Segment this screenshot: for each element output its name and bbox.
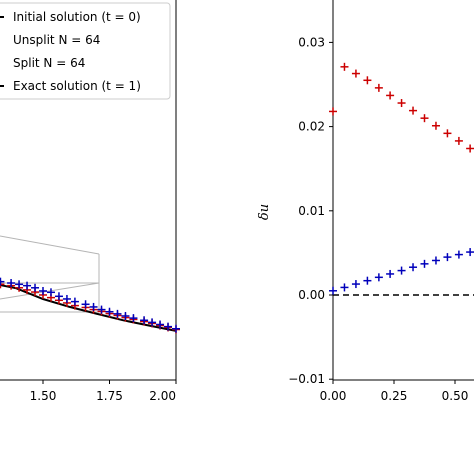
right-point-s0-9: [431, 121, 440, 130]
left-series-group: [0, 277, 180, 334]
left-point-s2-11: [0, 277, 5, 286]
left-point-s2-18: [54, 292, 63, 301]
left-point-s2-16: [39, 286, 47, 295]
right-point-s1-1: [340, 283, 349, 292]
legend-entry-split: Split N = 64: [13, 56, 85, 70]
right-x-ticks: 0.00 0.25 0.50: [320, 380, 469, 403]
right-point-s0-2: [351, 69, 360, 78]
right-y-axis-label: δu: [257, 204, 272, 220]
left-xtick-label-2: 2.00: [149, 389, 176, 403]
left-point-s2-22: [89, 302, 98, 311]
right-point-s1-8: [420, 259, 429, 268]
zoom-indicator: [0, 235, 100, 313]
left-point-s2-21: [81, 300, 90, 309]
left-point-s2-13: [15, 280, 24, 289]
left-point-s2-24: [105, 307, 114, 316]
legend-label-initial: Initial solution (t = 0): [13, 10, 141, 24]
left-point-s2-30: [156, 320, 165, 329]
right-point-s1-5: [386, 269, 395, 278]
left-line-series-0: [0, 284, 177, 332]
left-x-ticks: 1.50 1.75 2.00: [30, 380, 177, 403]
legend: Initial solution (t = 0) Unsplit N = 64 …: [0, 2, 171, 100]
left-point-s2-27: [129, 314, 138, 323]
right-y-ticks: −0.01 0.00 0.01 0.02 0.03: [288, 35, 333, 386]
left-point-s2-25: [113, 309, 122, 318]
right-point-s1-2: [351, 280, 360, 289]
left-point-s2-32: [172, 324, 180, 333]
left-xtick-label-1: 1.75: [96, 389, 123, 403]
right-series-group: [329, 62, 474, 295]
right-point-s0-0: [329, 107, 337, 116]
left-point-s2-20: [70, 297, 79, 306]
right-point-s0-7: [409, 106, 418, 115]
right-point-s0-11: [454, 136, 463, 145]
left-point-s2-17: [46, 288, 55, 297]
right-point-s0-12: [466, 144, 474, 153]
right-point-s1-3: [363, 276, 372, 285]
right-point-s0-8: [420, 114, 429, 123]
right-point-s1-10: [443, 253, 452, 262]
right-ytick-label-4: 0.03: [298, 35, 325, 49]
right-ytick-label-3: 0.02: [298, 120, 325, 134]
left-point-s2-29: [148, 318, 157, 327]
right-point-s1-4: [374, 273, 383, 282]
zoom-box-diagonal: [0, 282, 100, 300]
legend-box: [0, 2, 171, 100]
right-point-s0-6: [397, 99, 406, 108]
right-point-s0-10: [443, 129, 452, 138]
right-point-s0-1: [340, 62, 349, 71]
right-point-s1-0: [329, 286, 337, 295]
right-point-s1-11: [454, 250, 463, 259]
left-point-s2-15: [31, 283, 40, 292]
legend-label-unsplit: Unsplit N = 64: [13, 33, 100, 47]
left-point-s2-19: [62, 294, 71, 303]
left-point-s2-12: [7, 279, 16, 287]
legend-entry-initial: Initial solution (t = 0): [0, 10, 141, 24]
right-panel: 0.00 0.25 0.50 −0.01 0.00 0.01 0.02 0.03 δu: [257, 0, 474, 403]
right-ytick-label-1: 0.00: [298, 288, 325, 302]
legend-label-exact: Exact solution (t = 1): [13, 79, 141, 93]
right-point-s1-12: [466, 248, 474, 257]
right-point-s0-3: [363, 76, 372, 85]
right-xtick-label-1: 0.25: [381, 389, 408, 403]
right-point-s1-7: [409, 263, 418, 272]
left-point-s2-23: [97, 305, 106, 314]
left-point-s2-31: [164, 322, 173, 331]
right-point-s0-5: [386, 91, 395, 100]
left-point-s2-14: [23, 281, 32, 290]
right-xtick-label-0: 0.00: [320, 389, 347, 403]
legend-entry-unsplit: Unsplit N = 64: [13, 33, 100, 47]
left-point-s2-26: [121, 311, 130, 320]
left-panel: 1.50 1.75 2.00 Initial solution (t = 0) Un…: [0, 0, 180, 403]
right-point-s1-6: [397, 266, 406, 275]
legend-entry-exact: Exact solution (t = 1): [0, 79, 141, 93]
right-ytick-label-2: 0.01: [298, 204, 325, 218]
right-point-s0-4: [374, 83, 383, 92]
zoom-box-top: [0, 235, 100, 255]
right-ytick-label-0: −0.01: [288, 372, 325, 386]
left-xtick-label-0: 1.50: [30, 389, 57, 403]
legend-label-split: Split N = 64: [13, 56, 85, 70]
right-point-s1-9: [431, 256, 440, 265]
right-xtick-label-2: 0.50: [442, 389, 469, 403]
left-point-s2-28: [140, 316, 149, 325]
